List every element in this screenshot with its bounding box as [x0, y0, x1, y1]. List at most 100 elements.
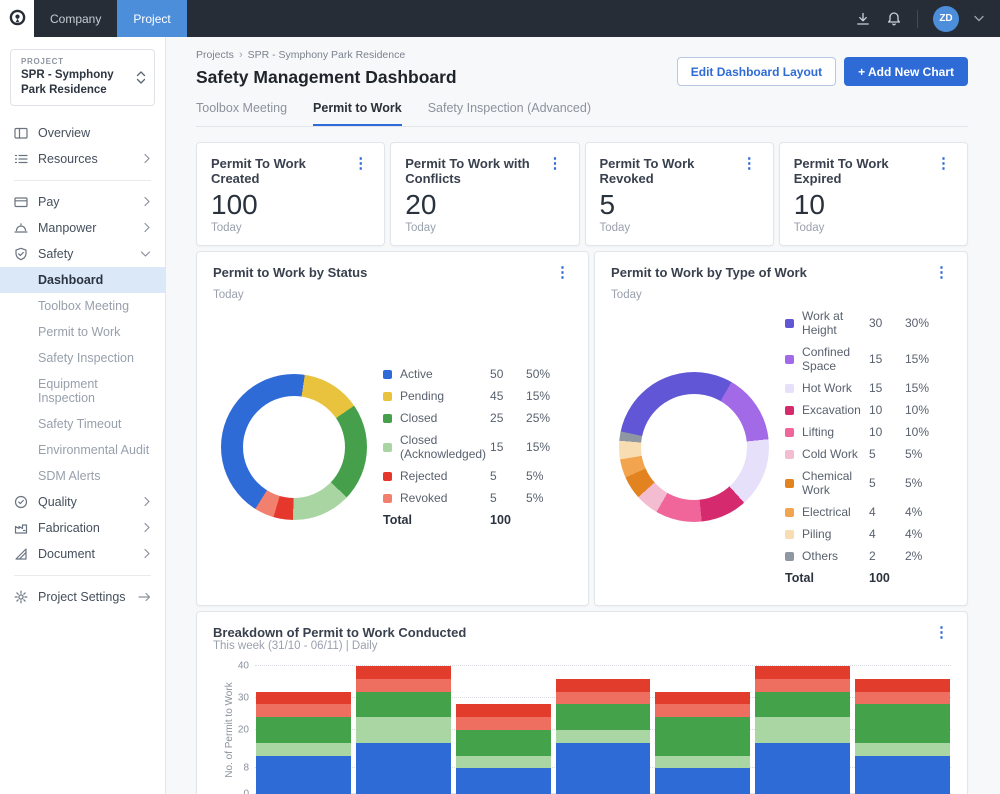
legend-row: Closed 25 25% — [383, 411, 570, 425]
sidebar-subitem-toolbox-meeting[interactable]: Toolbox Meeting — [38, 298, 130, 313]
sidebar-subitem-permit-to-work[interactable]: Permit to Work — [38, 324, 121, 339]
legend-row: Excavation 10 10% — [785, 403, 949, 417]
legend-label: Rejected — [383, 469, 486, 483]
legend-swatch — [383, 442, 392, 452]
stat-subtitle: Today — [599, 222, 631, 234]
sidebar: PROJECT SPR - Symphony Park Residence Ov… — [0, 37, 166, 794]
sidebar-subitem-safety-timeout[interactable]: Safety Timeout — [38, 416, 122, 431]
sidebar-subitem-sdm-alerts[interactable]: SDM Alerts — [38, 468, 101, 483]
topbar-tab-company[interactable]: Company — [50, 11, 102, 26]
legend-swatch — [785, 354, 795, 364]
kebab-menu-icon[interactable]: ⋮ — [934, 624, 949, 641]
sidebar-item-pay[interactable]: Pay — [0, 189, 165, 215]
donut-hole — [243, 396, 345, 498]
legend-value: 5 — [490, 491, 497, 505]
legend-total-label: Total — [383, 513, 412, 527]
legend-label: Work at Height — [785, 309, 865, 337]
legend-text: Revoked — [400, 491, 448, 505]
tab-safety-inspection-advanced[interactable]: Safety Inspection (Advanced) — [427, 101, 591, 115]
legend-percent: 30% — [905, 316, 930, 330]
legend-label: Others — [785, 549, 865, 563]
stat-card-title: Permit To Work Expired — [793, 156, 889, 186]
bars-container — [255, 666, 951, 794]
bar-06-05-22[interactable] — [355, 666, 451, 794]
topbar-tab-project[interactable]: Project — [117, 0, 187, 37]
kebab-menu-icon[interactable]: ⋮ — [936, 155, 951, 172]
card-title: Permit to Work by Status — [213, 265, 368, 280]
kebab-menu-icon[interactable]: ⋮ — [547, 155, 563, 172]
sidebar-item-fabrication[interactable]: Fabrication — [0, 515, 165, 541]
bar-segment-closed — [256, 717, 351, 743]
sidebar-item-label: Quality — [38, 494, 77, 509]
sidebar-item-document[interactable]: Document — [0, 541, 165, 567]
bar-10-05-22[interactable] — [755, 666, 851, 794]
bar-segment-closed — [355, 691, 451, 718]
bar-05-05-22[interactable] — [256, 691, 351, 794]
download-icon[interactable] — [855, 11, 871, 27]
app-logo-icon[interactable] — [0, 0, 34, 37]
legend-row: Work at Height 30 30% — [785, 309, 949, 337]
page-title: Safety Management Dashboard — [196, 67, 457, 87]
bar-segment-rejected — [355, 666, 451, 679]
sidebar-item-quality[interactable]: Quality — [0, 489, 165, 515]
kebab-menu-icon[interactable]: ⋮ — [353, 155, 369, 172]
breadcrumb-chevron-icon: › — [238, 49, 243, 61]
y-tick-label: 0 — [243, 788, 249, 794]
kebab-menu-icon[interactable]: ⋮ — [741, 155, 757, 172]
legend-label: Closed — [383, 411, 486, 425]
bar-07-05-22[interactable] — [455, 704, 551, 794]
bar-09-05-22[interactable] — [655, 691, 751, 794]
kebab-menu-icon[interactable]: ⋮ — [934, 264, 949, 281]
legend-row: Closed (Acknowledged) 15 15% — [383, 433, 570, 461]
legend-percent: 10% — [905, 425, 930, 439]
sidebar-item-safety[interactable]: Safety — [0, 241, 165, 267]
legend-percent: 2% — [905, 549, 923, 563]
legend-row: Confined Space 15 15% — [785, 345, 949, 373]
bar-11-05-22[interactable] — [855, 678, 951, 794]
stat-card-title: Permit To Work Created — [211, 156, 306, 186]
topbar: Company Project ZD — [0, 0, 1000, 37]
breakdown-bar-chart-card: Breakdown of Permit to Work Conducted ⋮ … — [196, 611, 968, 794]
sidebar-item-resources[interactable]: Resources — [0, 146, 165, 172]
project-selector-name: SPR - Symphony Park Residence — [21, 69, 114, 96]
bar-segment-closed — [655, 717, 751, 756]
bar-08-05-22[interactable] — [555, 678, 651, 794]
legend-percent: 5% — [905, 476, 923, 490]
chevron-right-icon — [143, 222, 151, 233]
bar-segment-closed-acknowledged- — [555, 730, 651, 743]
bar-segment-active — [555, 742, 651, 794]
breadcrumb-projects[interactable]: Projects — [196, 49, 234, 61]
sidebar-subitem-safety-inspection[interactable]: Safety Inspection — [38, 350, 134, 365]
sidebar-subitem-environmental-audit[interactable]: Environmental Audit — [38, 442, 150, 457]
sidebar-subitem-dashboard[interactable]: Dashboard — [0, 266, 165, 293]
sidebar-item-manpower[interactable]: Manpower — [0, 215, 165, 241]
chevron-down-icon[interactable] — [974, 15, 984, 22]
legend-label: Hot Work — [785, 381, 865, 395]
tab-toolbox-meeting[interactable]: Toolbox Meeting — [196, 101, 288, 115]
legend-percent: 15% — [526, 389, 551, 403]
kebab-menu-icon[interactable]: ⋮ — [555, 264, 571, 281]
stat-value: 100 — [211, 189, 258, 220]
sidebar-item-project-settings[interactable]: Project Settings — [0, 584, 165, 610]
resources-icon — [14, 152, 29, 166]
legend-label: Electrical — [785, 505, 865, 519]
tab-permit-to-work[interactable]: Permit to Work — [313, 101, 402, 126]
notifications-bell-icon[interactable] — [886, 11, 902, 27]
bar-segment-closed-acknowledged- — [455, 755, 551, 769]
project-selector[interactable]: PROJECT SPR - Symphony Park Residence — [10, 49, 155, 106]
sidebar-item-overview[interactable]: Overview — [0, 120, 165, 146]
chevron-right-icon — [143, 496, 151, 507]
bar-segment-rejected — [256, 691, 351, 705]
legend-percent: 5% — [905, 447, 923, 461]
add-new-chart-button[interactable]: + Add New Chart — [844, 57, 968, 86]
manpower-icon — [14, 221, 29, 235]
legend-label: Active — [383, 367, 486, 381]
sidebar-item-label: Fabrication — [38, 520, 100, 535]
edit-dashboard-layout-button[interactable]: Edit Dashboard Layout — [676, 57, 837, 86]
user-avatar[interactable]: ZD — [933, 5, 959, 32]
chevron-right-icon — [143, 548, 151, 559]
topbar-actions: ZD — [855, 0, 1000, 37]
breadcrumb-project-name[interactable]: SPR - Symphony Park Residence — [247, 49, 406, 61]
sidebar-subitem-equipment-inspection[interactable]: Equipment Inspection — [38, 376, 98, 405]
legend-percent: 15% — [905, 352, 930, 366]
